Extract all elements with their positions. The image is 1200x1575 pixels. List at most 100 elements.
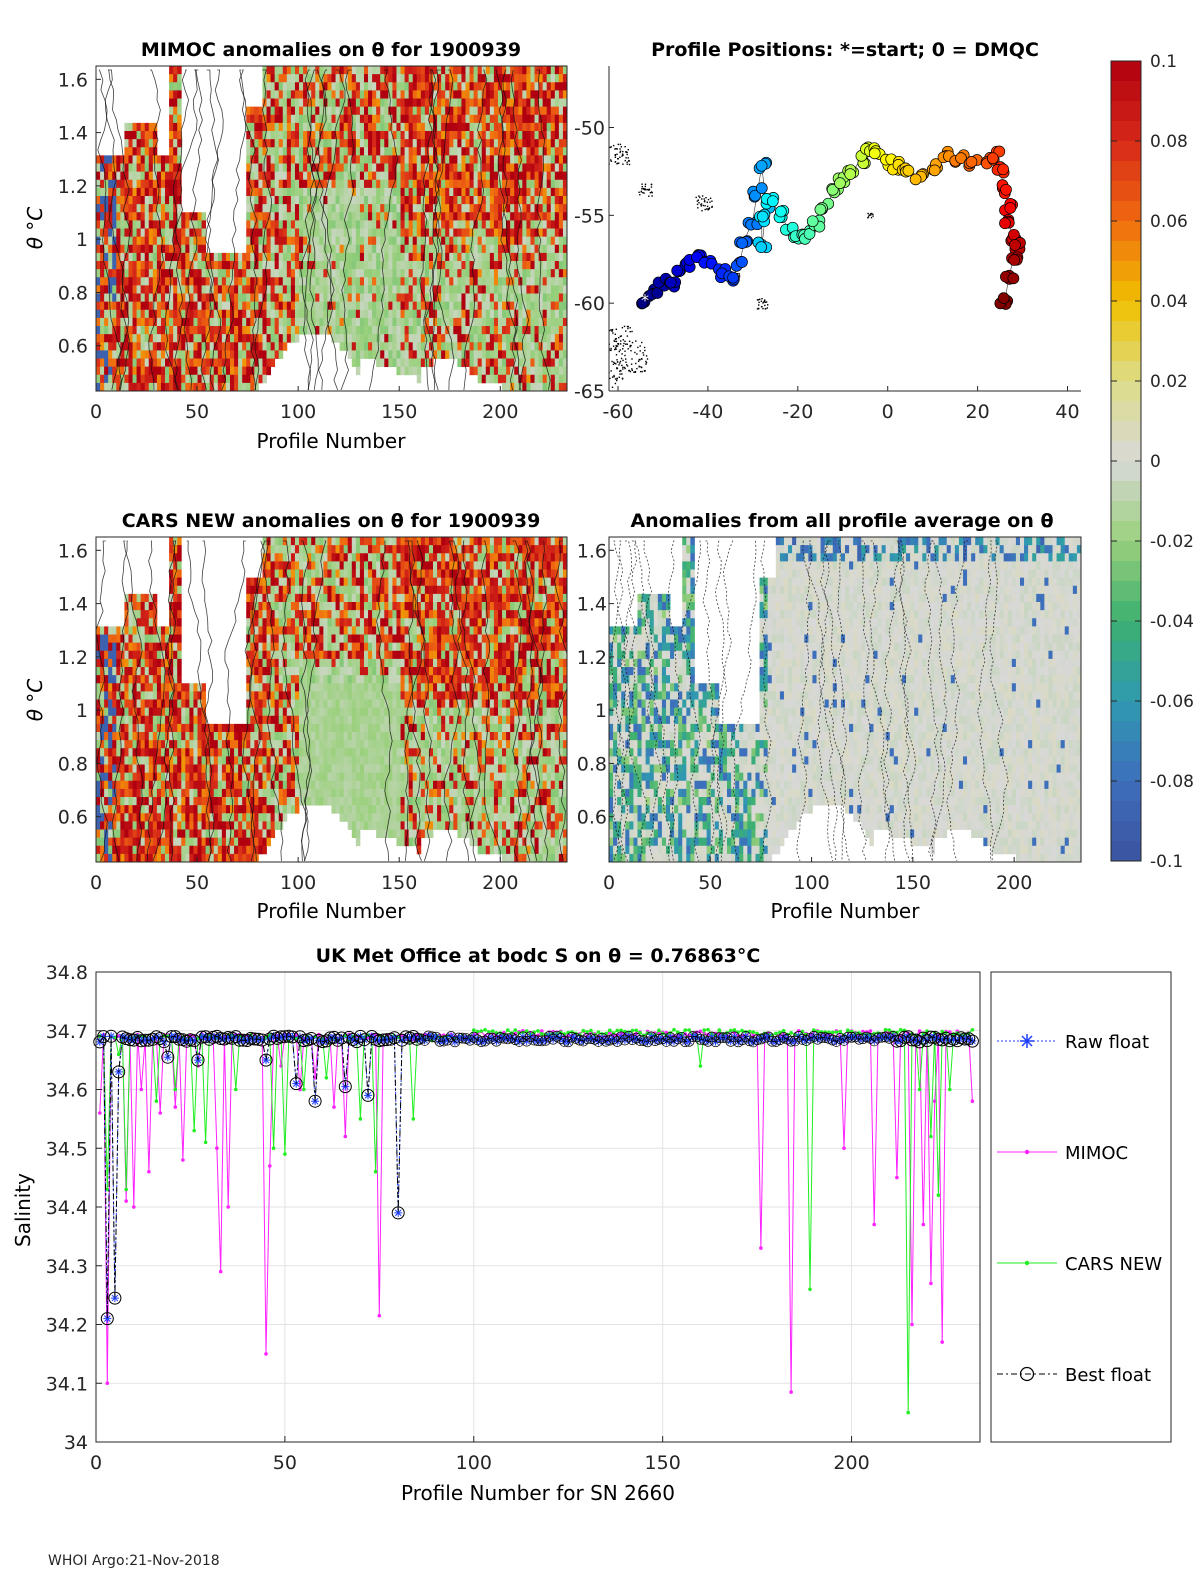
field-cell	[116, 179, 121, 189]
field-cell	[469, 309, 475, 319]
field-cell	[510, 212, 515, 221]
field-cell	[274, 66, 280, 75]
field-cell	[416, 131, 422, 140]
field-cell	[481, 301, 487, 311]
field-cell	[351, 293, 357, 303]
field-cell	[335, 114, 341, 124]
field-cell	[327, 220, 332, 229]
field-cell	[181, 244, 186, 254]
field-cell	[493, 196, 499, 205]
field-cell	[140, 634, 146, 644]
field-cell	[136, 683, 142, 692]
field-cell	[140, 261, 146, 270]
field-cell	[266, 147, 271, 156]
field-cell	[197, 261, 202, 270]
field-cell	[445, 212, 450, 221]
field-cell	[514, 261, 519, 270]
field-cell	[485, 228, 491, 238]
field-cell	[100, 675, 105, 684]
field-cell	[250, 212, 255, 221]
field-cell	[290, 106, 296, 116]
field-cell	[416, 90, 422, 99]
field-cell	[400, 301, 405, 311]
field-cell	[120, 220, 125, 229]
field-cell	[303, 261, 308, 270]
field-cell	[124, 699, 129, 709]
field-cell	[299, 309, 304, 319]
field-cell	[408, 74, 414, 83]
field-cell	[441, 196, 446, 205]
field-cell	[311, 293, 316, 303]
field-cell	[311, 309, 316, 319]
field-cell	[392, 228, 397, 238]
field-cell	[96, 252, 101, 262]
field-cell	[100, 301, 105, 311]
field-cell	[116, 715, 121, 725]
field-cell	[550, 139, 556, 148]
field-cell	[116, 269, 121, 278]
field-cell	[132, 675, 137, 684]
field-cell	[108, 650, 113, 660]
field-cell	[404, 82, 410, 91]
field-cell	[522, 244, 527, 254]
coast-dot	[610, 329, 612, 331]
field-cell	[116, 691, 121, 700]
coast-dot	[616, 345, 619, 347]
field-cell	[502, 285, 507, 294]
field-cell	[120, 301, 125, 311]
field-cell	[542, 179, 548, 189]
field-cell	[140, 829, 146, 839]
field-cell	[538, 90, 544, 99]
field-cell	[469, 147, 475, 156]
field-cell	[477, 196, 483, 205]
field-cell	[144, 131, 150, 140]
field-cell	[359, 147, 365, 156]
field-cell	[108, 366, 113, 376]
field-cell	[400, 131, 405, 140]
field-cell	[396, 228, 401, 238]
field-cell	[355, 122, 361, 132]
field-cell	[542, 342, 548, 351]
field-cell	[294, 122, 300, 132]
field-cell	[396, 114, 401, 124]
field-cell	[124, 350, 129, 359]
field-cell	[526, 155, 531, 164]
field-cell	[270, 261, 276, 270]
field-cell	[177, 90, 182, 99]
coast-dot	[621, 378, 624, 380]
field-cell	[148, 309, 154, 319]
field-cell	[270, 187, 276, 197]
field-cell	[514, 114, 519, 124]
field-cell	[384, 277, 389, 286]
field-cell	[538, 358, 544, 368]
field-cell	[197, 301, 202, 311]
field-cell	[453, 277, 458, 286]
field-cell	[441, 155, 446, 164]
field-cell	[420, 131, 426, 140]
field-cell	[380, 212, 385, 221]
field-cell	[412, 252, 418, 262]
field-cell	[465, 220, 470, 229]
field-cell	[522, 269, 527, 278]
field-cell	[489, 179, 495, 189]
field-cell	[355, 277, 361, 286]
field-cell	[282, 179, 288, 189]
field-cell	[327, 236, 332, 246]
field-cell	[286, 228, 292, 238]
field-cell	[457, 317, 462, 327]
field-cell	[514, 212, 519, 221]
field-cell	[132, 220, 137, 229]
field-cell	[502, 187, 507, 197]
field-cell	[433, 317, 438, 327]
field-cell	[112, 212, 117, 221]
field-cell	[262, 261, 267, 270]
field-cell	[339, 66, 345, 75]
coast-dot	[633, 371, 635, 373]
field-cell	[526, 163, 531, 173]
field-cell	[562, 179, 567, 189]
field-cell	[355, 301, 361, 311]
field-cell	[343, 66, 349, 75]
field-cell	[388, 163, 393, 173]
field-cell	[299, 122, 304, 132]
x-tick-label: -40	[692, 401, 723, 423]
